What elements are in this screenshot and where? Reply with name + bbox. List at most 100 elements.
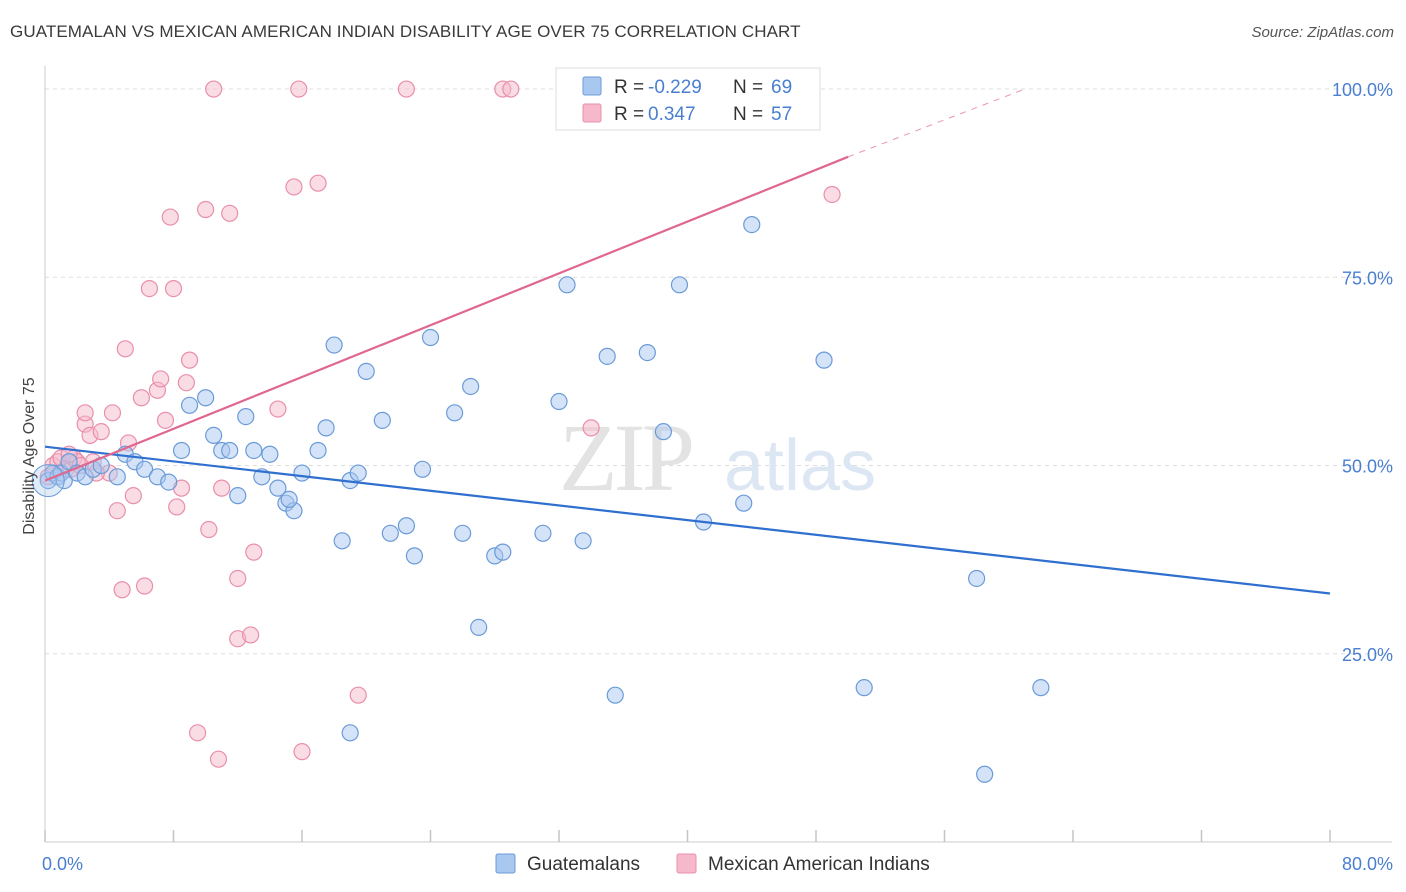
blue-point-64 bbox=[855, 679, 873, 697]
legend-r-value-0: -0.229 bbox=[648, 77, 702, 98]
y-tick-label-0: 25.0% bbox=[1342, 645, 1393, 665]
blue-point-31 bbox=[293, 464, 311, 482]
blue-point-47 bbox=[462, 377, 480, 396]
pink-point-22 bbox=[140, 279, 159, 298]
pink-point-14 bbox=[103, 404, 122, 422]
pink-point-21 bbox=[135, 577, 154, 595]
blue-point-44 bbox=[421, 328, 440, 347]
pink-point-33 bbox=[197, 200, 215, 219]
pink-point-17 bbox=[116, 340, 134, 358]
blue-point-10 bbox=[108, 468, 126, 486]
blue-trend-line bbox=[44, 445, 1331, 595]
pink-trend-extension bbox=[847, 88, 1025, 158]
pink-point-19 bbox=[124, 487, 142, 505]
tick-labels: 25.0% 50.0% 75.0% 100.0% 0.0% 80.0% bbox=[42, 80, 1393, 874]
pink-point-42 bbox=[245, 543, 263, 561]
legend-swatch-1 bbox=[582, 103, 602, 123]
bottom-legend: Guatemalans Mexican American Indians bbox=[495, 853, 930, 875]
pink-point-34 bbox=[200, 520, 218, 539]
blue-point-27 bbox=[269, 479, 287, 497]
blue-point-37 bbox=[349, 464, 367, 482]
blue-point-61 bbox=[743, 215, 761, 234]
legend-swatch-0 bbox=[582, 76, 602, 96]
blue-point-54 bbox=[574, 532, 592, 550]
blue-point-13 bbox=[135, 460, 154, 478]
blue-point-58 bbox=[654, 423, 673, 441]
pink-point-47 bbox=[309, 174, 327, 192]
pink-point-46 bbox=[293, 743, 311, 761]
blue-point-39 bbox=[373, 411, 391, 429]
watermark: ZIP atlas bbox=[559, 404, 876, 511]
blue-point-43 bbox=[413, 460, 432, 478]
pink-series-points bbox=[39, 80, 841, 768]
blue-point-53 bbox=[558, 276, 576, 294]
blue-cluster-marker bbox=[31, 464, 65, 498]
legend-r-label-1: R = bbox=[614, 104, 644, 125]
bottom-legend-swatch-0 bbox=[495, 853, 516, 874]
blue-point-35 bbox=[333, 532, 351, 550]
blue-point-45 bbox=[445, 404, 464, 422]
blue-point-21 bbox=[221, 441, 239, 460]
pink-point-52 bbox=[582, 419, 600, 437]
bottom-legend-label-1: Mexican American Indians bbox=[708, 854, 930, 875]
legend-n-label-0: N = bbox=[733, 77, 763, 98]
pink-point-41 bbox=[242, 626, 260, 644]
blue-point-19 bbox=[205, 426, 223, 445]
pink-trend-line bbox=[44, 155, 849, 482]
blue-point-62 bbox=[735, 494, 753, 512]
legend-n-label-1: N = bbox=[733, 104, 763, 125]
pink-point-24 bbox=[152, 370, 170, 388]
pink-point-36 bbox=[209, 750, 228, 768]
pink-point-9 bbox=[76, 404, 94, 422]
blue-point-26 bbox=[261, 445, 279, 463]
blue-point-59 bbox=[670, 276, 689, 294]
blue-point-63 bbox=[815, 351, 833, 369]
pink-point-25 bbox=[156, 411, 175, 429]
legend-r-value-1: 0.347 bbox=[648, 104, 696, 125]
blue-point-34 bbox=[325, 336, 343, 354]
pink-point-35 bbox=[205, 80, 223, 98]
blue-point-38 bbox=[357, 362, 375, 381]
blue-point-65 bbox=[968, 569, 986, 588]
pink-point-45 bbox=[290, 80, 308, 98]
blue-point-40 bbox=[381, 524, 399, 542]
bottom-legend-label-0: Guatemalans bbox=[527, 854, 640, 875]
trend-lines bbox=[44, 88, 1331, 595]
pink-point-38 bbox=[221, 204, 239, 222]
pink-point-37 bbox=[213, 479, 231, 497]
pink-point-39 bbox=[229, 569, 247, 588]
chart-title: GUATEMALAN VS MEXICAN AMERICAN INDIAN DI… bbox=[10, 22, 801, 41]
blue-point-48 bbox=[470, 618, 488, 637]
blue-point-56 bbox=[606, 686, 624, 704]
blue-point-23 bbox=[237, 407, 255, 426]
blue-point-67 bbox=[1032, 679, 1050, 697]
legend-r-label-0: R = bbox=[614, 77, 644, 98]
y-tick-label-3: 100.0% bbox=[1332, 80, 1393, 100]
blue-point-32 bbox=[309, 441, 327, 460]
pink-point-16 bbox=[113, 581, 131, 599]
grid-lines bbox=[45, 88, 1392, 655]
pink-point-53 bbox=[823, 185, 841, 204]
pink-point-31 bbox=[180, 351, 199, 369]
pink-point-48 bbox=[349, 686, 367, 704]
axes bbox=[44, 66, 1392, 843]
pink-point-51 bbox=[502, 80, 520, 98]
x-tick-label-0: 0.0% bbox=[42, 854, 83, 874]
blue-point-42 bbox=[405, 547, 424, 565]
blue-point-52 bbox=[550, 392, 568, 411]
blue-series-points bbox=[31, 215, 1050, 783]
watermark-atlas: atlas bbox=[724, 426, 876, 506]
blue-point-15 bbox=[160, 473, 178, 491]
pink-point-44 bbox=[285, 178, 303, 196]
bottom-legend-swatch-1 bbox=[676, 853, 697, 874]
y-tick-label-2: 75.0% bbox=[1342, 268, 1393, 288]
legend-n-value-0: 69 bbox=[771, 77, 792, 98]
blue-point-50 bbox=[494, 543, 512, 561]
x-tick-label-1: 80.0% bbox=[1342, 854, 1393, 874]
source-label: Source: ZipAtlas.com bbox=[1251, 24, 1394, 41]
y-axis-label: Disability Age Over 75 bbox=[21, 377, 38, 535]
blue-point-33 bbox=[317, 419, 335, 437]
blue-point-51 bbox=[534, 524, 552, 542]
blue-point-55 bbox=[598, 347, 616, 365]
